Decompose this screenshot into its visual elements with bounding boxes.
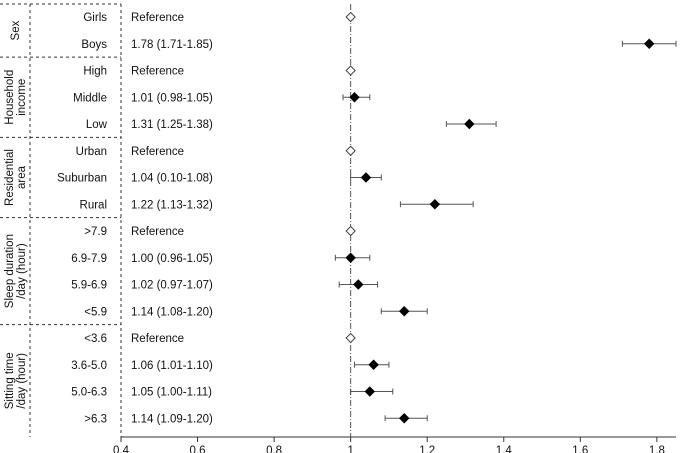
group-labels: Sex Householdincome Residentialarea Sleep d… [4, 20, 28, 409]
row-estimate-label: 1.14 (1.09-1.20) [131, 413, 213, 425]
markers [334, 11, 677, 424]
group-dividers [0, 3, 122, 437]
row-category-label: Boys [81, 39, 107, 51]
group-label: Sex [10, 20, 22, 40]
reference-marker [345, 65, 356, 76]
row-category-label: 6.9-7.9 [71, 253, 107, 265]
row-estimate-label: Reference [131, 12, 184, 24]
group-label: Sleep duration/day (hour) [4, 234, 28, 308]
row-estimate-label: 1.00 (0.96-1.05) [131, 253, 213, 265]
row-estimate-label: 1.78 (1.71-1.85) [131, 39, 213, 51]
x-tick-label: 1.8 [649, 445, 665, 453]
rows: Girls Reference Boys 1.78 (1.71-1.85) High Re… [57, 12, 213, 425]
row-category-label: 5.0-6.3 [71, 387, 107, 399]
row-estimate-label: 1.04 (0.10-1.08) [131, 173, 213, 185]
x-tick-label: 0.8 [266, 445, 282, 453]
row-category-label: 5.9-6.9 [71, 280, 107, 292]
row-estimate-label: 1.22 (1.13-1.32) [131, 199, 213, 211]
group-label: Sitting time/day (hour) [4, 352, 28, 409]
row-category-label: Low [86, 119, 108, 131]
row-category-label: Suburban [57, 173, 107, 185]
row-estimate-label: 1.06 (1.01-1.10) [131, 360, 213, 372]
estimate-marker [368, 359, 379, 370]
estimate-marker [643, 38, 655, 49]
group-label-line: Household [4, 70, 16, 125]
row-category-label: >7.9 [84, 226, 107, 238]
group-label-line: Sitting time [4, 352, 16, 409]
group-label-line: area [16, 165, 28, 189]
x-tick-label: 1.4 [496, 445, 513, 453]
estimate-marker [399, 413, 410, 424]
estimate-marker [349, 92, 360, 103]
row-category-label: 3.6-5.0 [71, 360, 107, 372]
row-estimate-label: 1.05 (1.00-1.11) [131, 387, 212, 399]
group-label-line: /day (hour) [16, 353, 28, 409]
group-label-line: /day (hour) [16, 243, 28, 299]
row-estimate-label: 1.02 (0.97-1.07) [131, 280, 213, 292]
row-category-label: >6.3 [84, 413, 107, 425]
x-tick-label: 1.6 [572, 445, 588, 453]
x-tick-label: 0.4 [113, 445, 130, 453]
estimate-marker [464, 118, 475, 130]
estimate-marker [429, 199, 441, 210]
x-tick-label: 0.6 [190, 445, 206, 453]
group-label-line: Residential [4, 149, 16, 206]
reference-marker [345, 11, 356, 23]
reference-marker [345, 225, 356, 237]
row-category-label: <5.9 [84, 306, 107, 318]
row-estimate-label: 1.31 (1.25-1.38) [131, 119, 213, 131]
row-category-label: Middle [73, 92, 107, 104]
row-estimate-label: 1.01 (0.98-1.05) [131, 92, 213, 104]
reference-marker [345, 332, 356, 344]
estimate-marker [360, 172, 372, 183]
row-category-label: <3.6 [84, 333, 107, 345]
x-tick-label: 1 [347, 445, 353, 453]
row-estimate-label: Reference [131, 66, 184, 78]
estimate-marker [345, 252, 356, 263]
estimate-marker [353, 279, 364, 290]
row-estimate-label: Reference [131, 333, 184, 345]
estimate-marker [399, 306, 410, 317]
group-label: Residentialarea [4, 149, 28, 206]
row-estimate-label: Reference [131, 226, 184, 238]
estimate-marker [364, 386, 376, 397]
row-estimate-label: Reference [131, 146, 184, 158]
group-label-line: Sleep duration [4, 234, 16, 308]
row-category-label: Rural [80, 199, 107, 211]
row-category-label: High [83, 66, 107, 78]
x-axis: 0.4 0.6 0.8 1 1.2 1.4 1.6 1.8 [113, 436, 676, 453]
reference-marker [345, 145, 356, 156]
row-category-label: Girls [83, 12, 107, 24]
group-label: Householdincome [4, 70, 28, 125]
x-tick-label: 1.2 [419, 445, 435, 453]
row-category-label: Urban [76, 146, 107, 158]
row-estimate-label: 1.14 (1.08-1.20) [131, 306, 213, 318]
group-label-line: income [16, 79, 28, 116]
